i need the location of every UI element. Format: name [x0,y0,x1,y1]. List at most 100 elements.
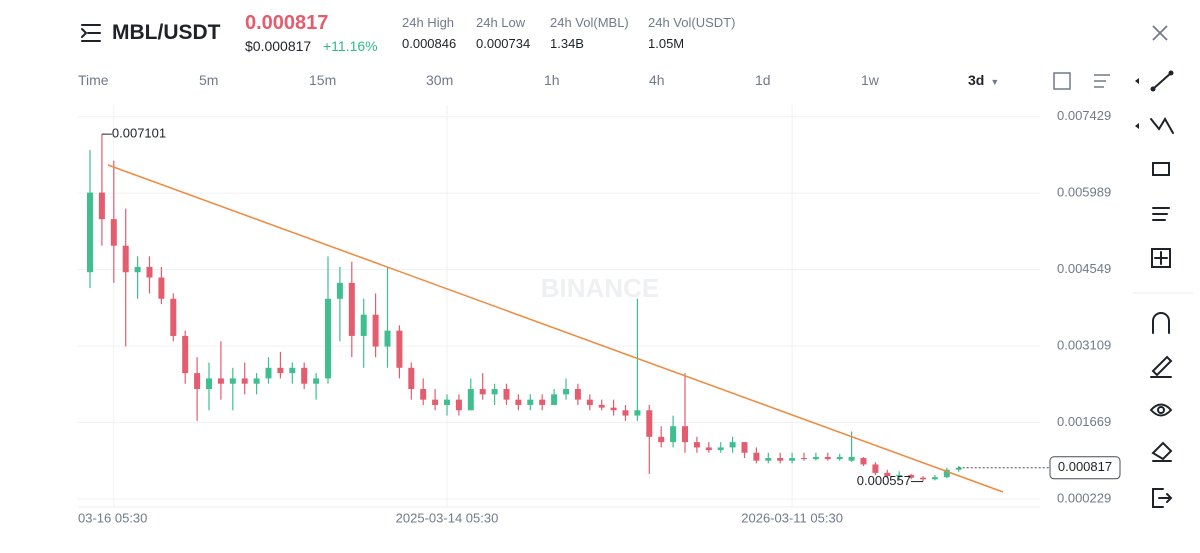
shape-tool[interactable] [1152,162,1170,176]
last-price: 0.000817 [245,12,329,34]
interval-tab[interactable]: 15m [309,72,337,88]
interval-tab[interactable]: 1w [861,72,879,88]
candle-body [658,436,665,443]
candle-body [693,442,700,448]
candle-body [289,367,296,374]
interval-tab[interactable]: 1d [755,72,771,88]
stat-value: 1.05M [648,36,685,51]
menu-icon[interactable] [80,22,104,44]
candle-body [801,458,807,460]
stat-value: 0.000846 [402,36,457,51]
candle-body [158,277,165,299]
candle-body [824,456,831,460]
candle-body [110,219,117,246]
candle-body [610,407,617,411]
fullscreen-icon[interactable] [1053,72,1071,90]
candle-body [98,192,105,220]
x-tick-label: 2026-03-11 05:30 [741,510,843,525]
stat-label: 24h High [402,15,455,30]
candle-body [729,442,736,448]
candle-body [253,378,260,384]
stat-value: 0.000734 [476,36,531,51]
high-label: 0.007101 [112,126,166,141]
interval-tab[interactable]: 3d ▼ [968,72,1000,88]
candle-body [277,367,284,374]
candle-body [194,373,201,390]
low-label: 0.000557 [857,473,911,488]
candle-body [146,266,153,278]
x-tick-label: 03-16 05:30 [78,510,147,525]
candle-body [717,447,724,451]
visibility-tool[interactable] [1149,403,1173,417]
candle-body [622,410,629,416]
price-usd: $0.000817 [245,38,312,54]
candle-body [515,399,522,405]
stat-label: 24h Vol(MBL) [550,15,629,30]
candle-body [182,335,189,374]
candle-body [87,192,93,273]
interval-tab[interactable]: 4h [649,72,665,88]
candle-body [170,298,177,336]
y-tick-label: 0.004549 [1057,261,1111,276]
close-button[interactable] [1150,23,1170,43]
candle-body [955,467,962,470]
exit-tool[interactable] [1152,488,1173,508]
measure-tool[interactable] [1151,248,1171,268]
candle-body [491,389,498,395]
candle-body [455,399,462,411]
candle-body [682,426,688,443]
candle-body [348,282,355,336]
price-label-box [1049,456,1121,480]
draw-mode-tool[interactable] [1150,355,1173,378]
stat-label: 24h Vol(USDT) [648,15,736,30]
candle-body [479,389,486,395]
line-tool[interactable] [1135,70,1174,92]
stat-label: 24h Low [476,15,526,30]
candle-body [301,367,308,384]
fib-tool[interactable] [1135,117,1174,134]
candle-body [670,426,677,443]
candle-body [943,469,950,478]
y-tick-label: 0.000229 [1057,490,1111,505]
candle-body [908,475,915,478]
candle-body [432,399,439,405]
candle-body [206,378,212,390]
candle-body [789,458,796,461]
interval-tab[interactable]: 1h [544,72,560,88]
candle-body [872,464,879,473]
candle-body [241,378,248,384]
y-tick-label: 0.001669 [1057,414,1111,429]
eraser-tool[interactable] [1151,441,1173,462]
y-tick-label: 0.005989 [1057,185,1111,200]
price-label: 0.000817 [1058,459,1112,474]
interval-tab[interactable]: 30m [426,72,454,88]
settings-icon[interactable] [1094,74,1110,88]
candle-body [884,472,891,477]
candle-body [527,399,534,405]
candle-body [122,245,129,273]
interval-tab[interactable]: 5m [199,72,219,88]
candle-body [134,266,141,273]
candle-body [265,367,272,379]
magnet-tool[interactable] [1152,312,1170,334]
candle-body [646,410,653,437]
drawing-toolbar [1133,70,1193,508]
dropdown-caret[interactable]: ▼ [990,77,1000,87]
candle-body [753,452,760,461]
price-change: +11.16% [323,38,378,54]
trend-line [107,164,1004,493]
candle-body [848,456,855,461]
candle-body [503,389,510,400]
text-tool[interactable] [1152,207,1170,221]
stat-value: 1.34B [550,36,584,51]
candle-body [217,378,224,384]
candle-body [765,458,772,461]
candle-body [812,456,819,460]
candle-body [467,389,474,411]
candle-body [420,389,427,400]
candle-body [336,282,343,299]
candle-body [325,298,331,379]
candle-body [896,475,903,477]
candle-body [539,399,546,405]
